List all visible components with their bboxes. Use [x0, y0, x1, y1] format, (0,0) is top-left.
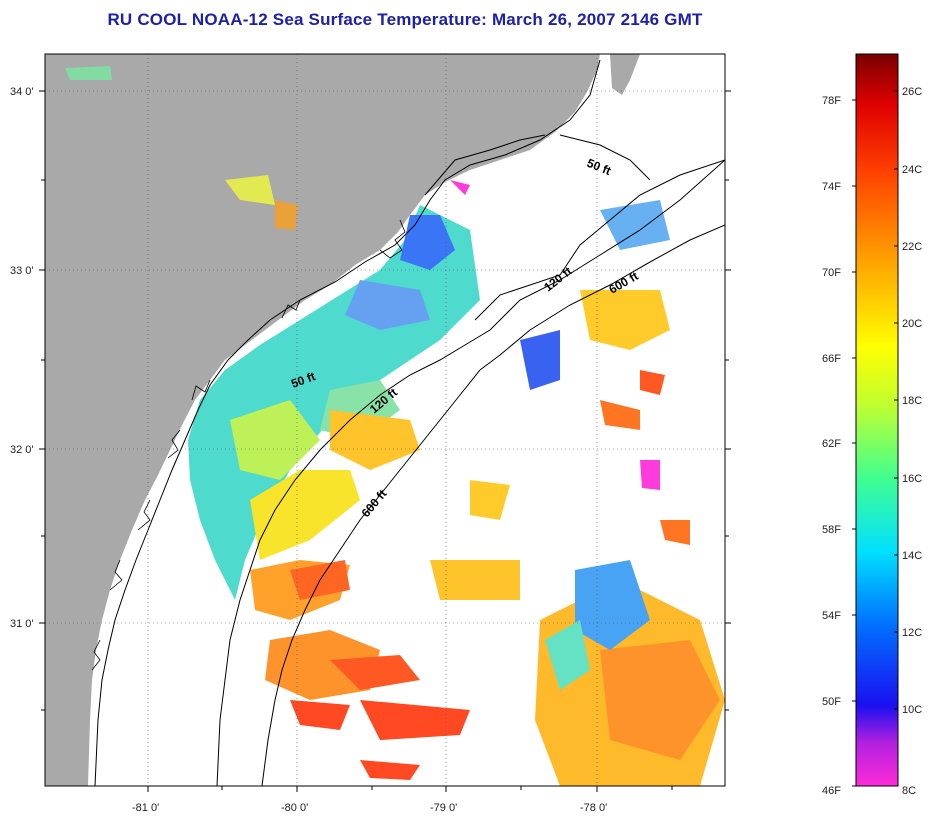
lat-label-31: 31 0' — [10, 618, 34, 630]
contour-120ft — [216, 159, 725, 786]
lon-label-79: -79 0' — [430, 802, 457, 814]
land-mass — [45, 54, 600, 786]
colorbar-f-label: 46F — [822, 785, 841, 797]
colorbar-c-label: 24C — [902, 164, 922, 176]
lat-label-34: 34 0' — [10, 86, 34, 98]
contour-50ft — [94, 59, 601, 786]
colorbar-c-label: 26C — [902, 86, 922, 98]
lon-label-81: -81 0' — [132, 802, 159, 814]
colorbar-f-label: 70F — [822, 267, 841, 279]
colorbar-c-label: 16C — [902, 473, 922, 485]
sst-data-layer — [65, 66, 725, 786]
lon-label-78: -78 0' — [580, 802, 607, 814]
colorbar — [855, 53, 899, 787]
lon-label-80: -80 0' — [281, 802, 308, 814]
coastline-detail — [91, 219, 406, 671]
colorbar-c-label: 18C — [902, 395, 922, 407]
colorbar-f-label: 74F — [822, 181, 841, 193]
colorbar-c-label: 8C — [902, 785, 916, 797]
contour-120ft-north — [474, 159, 725, 321]
colorbar-f-ticks — [852, 99, 856, 787]
colorbar-c-label: 10C — [902, 704, 922, 716]
colorbar-f-label: 66F — [822, 353, 841, 365]
colorbar-c-label: 14C — [902, 550, 922, 562]
colorbar-c-label: 12C — [902, 627, 922, 639]
map-title: RU COOL NOAA-12 Sea Surface Temperature:… — [107, 10, 703, 29]
colorbar-f-label: 78F — [822, 95, 841, 107]
colorbar-f-label: 62F — [822, 438, 841, 450]
land-northeast — [610, 54, 640, 95]
map-frame — [44, 53, 726, 787]
contour-600ft — [261, 224, 725, 786]
colorbar-c-ticks — [894, 90, 898, 787]
colorbar-f-label: 54F — [822, 610, 841, 622]
colorbar-f-label: 58F — [822, 524, 841, 536]
bathymetry-contours — [91, 59, 725, 786]
colorbar-f-label: 50F — [822, 696, 841, 708]
colorbar-c-label: 20C — [902, 318, 922, 330]
lat-label-32: 32 0' — [10, 444, 34, 456]
contour-50ft-inner — [424, 134, 651, 196]
graticule — [45, 54, 725, 786]
axis-ticks — [39, 90, 731, 792]
colorbar-c-label: 22C — [902, 241, 922, 253]
lat-label-33: 33 0' — [10, 265, 34, 277]
